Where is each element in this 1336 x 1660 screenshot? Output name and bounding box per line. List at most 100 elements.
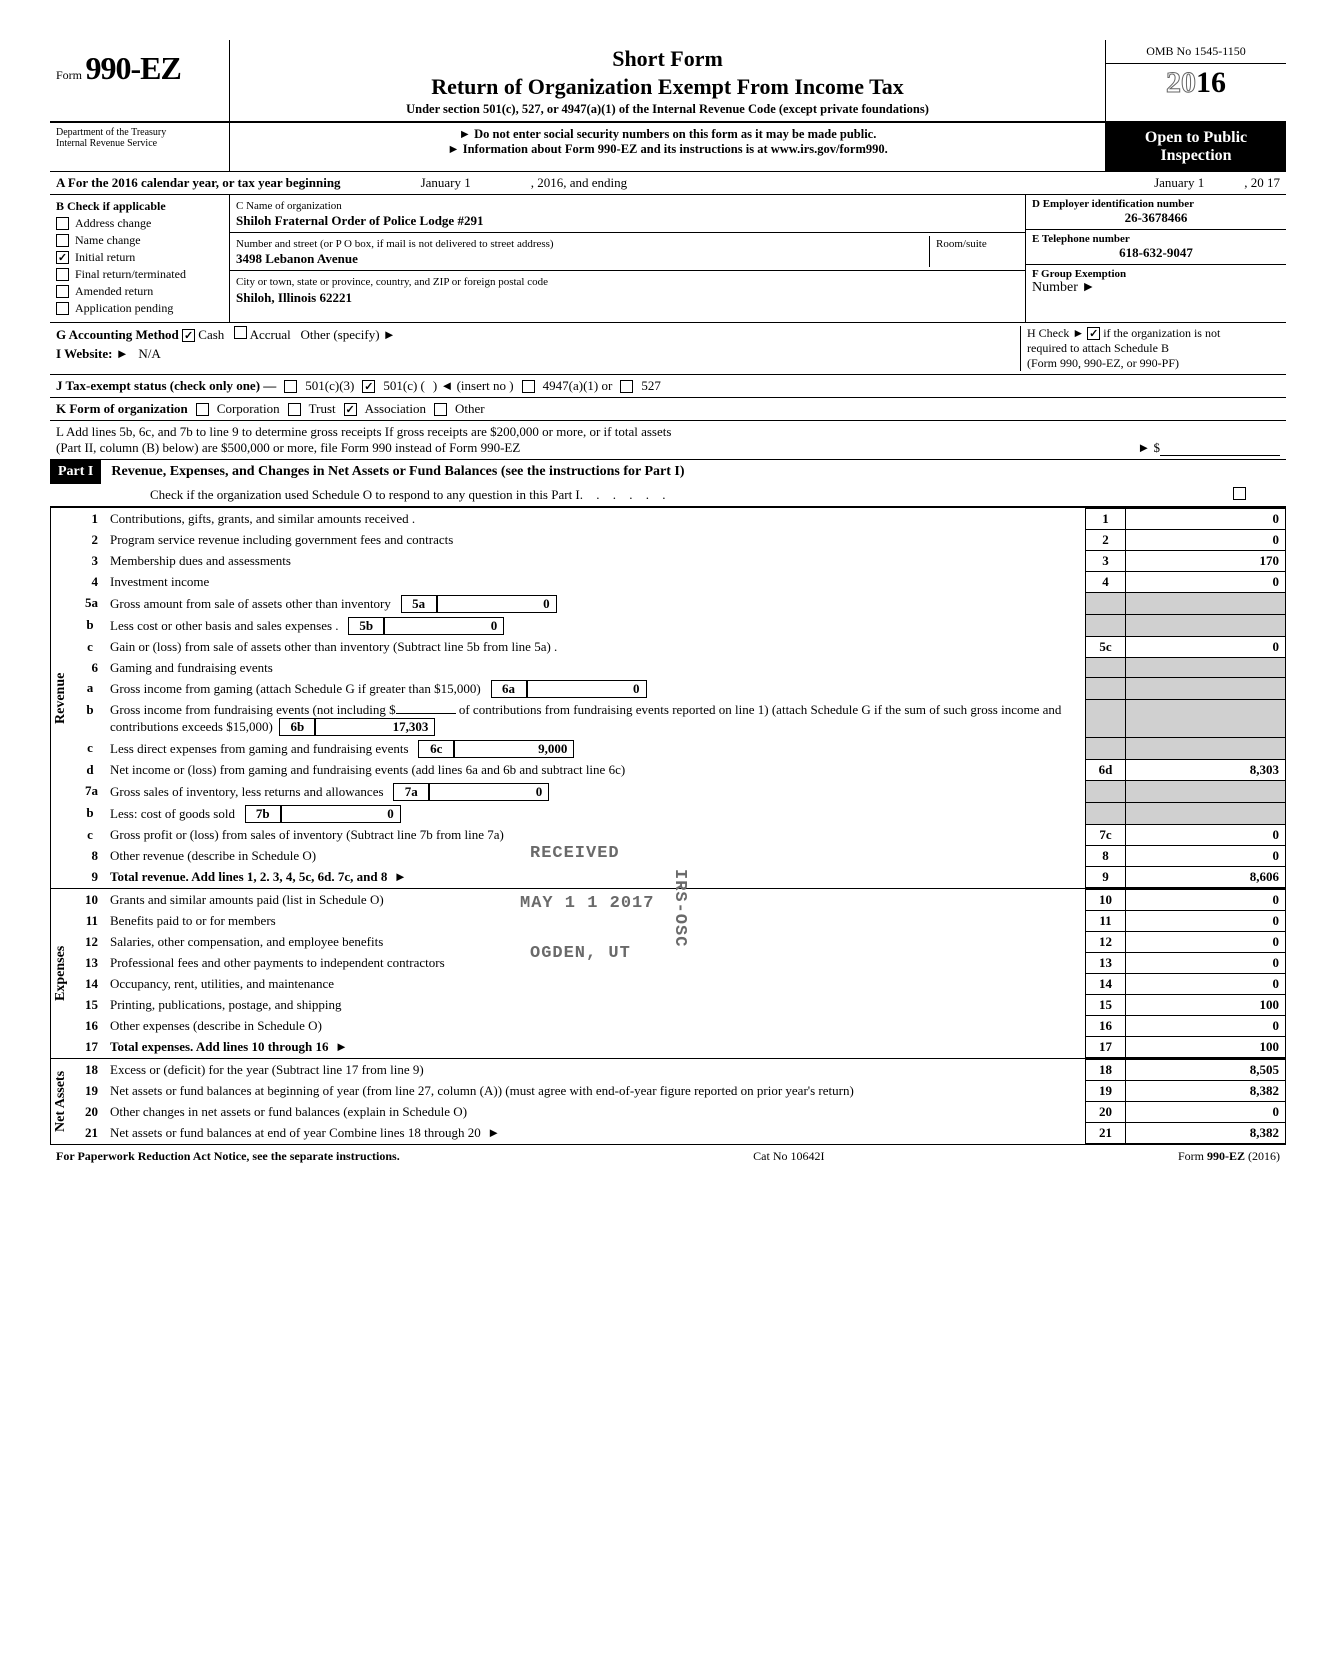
omb-number: OMB No 1545-1150 <box>1106 40 1286 64</box>
lt-4: Investment income <box>104 572 1086 593</box>
chk-schedule-o[interactable] <box>1233 487 1246 500</box>
ln-15: 15 <box>76 995 104 1016</box>
part1-title: Revenue, Expenses, and Changes in Net As… <box>111 460 684 484</box>
lc-7a-shade <box>1086 781 1126 803</box>
bcd-block: B Check if applicable Address change Nam… <box>50 195 1286 323</box>
chk-501c3[interactable] <box>284 380 297 393</box>
lc-1: 1 <box>1086 509 1126 530</box>
chk-corp[interactable] <box>196 403 209 416</box>
lbl-corp: Corporation <box>217 401 280 417</box>
ln-6d: d <box>76 760 104 781</box>
line-g-label: G Accounting Method <box>56 327 179 342</box>
chk-name-change[interactable] <box>56 234 69 247</box>
chk-initial-return[interactable]: ✓ <box>56 251 69 264</box>
lc-20: 20 <box>1086 1102 1126 1123</box>
lbl-527: 527 <box>641 378 661 394</box>
line-l-2: (Part II, column (B) below) are $500,000… <box>56 440 520 456</box>
lbl-initial-return: Initial return <box>75 250 135 265</box>
inspection: Inspection <box>1110 147 1282 165</box>
ln-6b: b <box>76 700 104 738</box>
lv-5c: 0 <box>1126 637 1286 658</box>
liv-7b: 0 <box>281 805 401 823</box>
lc-5c: 5c <box>1086 637 1126 658</box>
netassets-side-label: Net Assets <box>50 1059 76 1144</box>
chk-assoc[interactable]: ✓ <box>344 403 357 416</box>
chk-501c[interactable]: ✓ <box>362 380 375 393</box>
chk-trust[interactable] <box>288 403 301 416</box>
lv-15: 100 <box>1126 995 1286 1016</box>
lc-6-shade <box>1086 658 1126 678</box>
line-j-label: J Tax-exempt status (check only one) — <box>56 378 276 394</box>
part1-label: Part I <box>50 460 101 484</box>
lbl-insert-no: ) ◄ (insert no ) <box>433 378 514 394</box>
ln-14: 14 <box>76 974 104 995</box>
lc-5b-shade <box>1086 615 1126 637</box>
lt-16: Other expenses (describe in Schedule O) <box>104 1016 1086 1037</box>
lv-6a-shade <box>1126 678 1286 700</box>
stamp-received: RECEIVED <box>530 844 620 863</box>
chk-4947[interactable] <box>522 380 535 393</box>
ln-1: 1 <box>76 509 104 530</box>
ein-label: D Employer identification number <box>1032 198 1280 210</box>
lc-11: 11 <box>1086 911 1126 932</box>
footer-right: Form 990-EZ (2016) <box>1178 1149 1280 1164</box>
ln-6: 6 <box>76 658 104 678</box>
chk-schedule-b[interactable]: ✓ <box>1087 327 1100 340</box>
lbl-final-return: Final return/terminated <box>75 267 186 282</box>
lv-17: 100 <box>1126 1037 1286 1058</box>
lt-14: Occupancy, rent, utilities, and maintena… <box>104 974 1086 995</box>
line-l-amount <box>1160 440 1280 456</box>
lv-11: 0 <box>1126 911 1286 932</box>
lv-2: 0 <box>1126 530 1286 551</box>
ln-7c: c <box>76 825 104 846</box>
expenses-section: Expenses 10Grants and similar amounts pa… <box>50 888 1286 1058</box>
lv-4: 0 <box>1126 572 1286 593</box>
lbl-trust: Trust <box>309 401 336 417</box>
chk-other-org[interactable] <box>434 403 447 416</box>
revenue-side-label: Revenue <box>50 508 76 888</box>
chk-app-pending[interactable] <box>56 302 69 315</box>
lc-17: 17 <box>1086 1037 1126 1058</box>
ln-4: 4 <box>76 572 104 593</box>
chk-amended[interactable] <box>56 285 69 298</box>
form-number: 990-EZ <box>86 50 181 86</box>
line-k-label: K Form of organization <box>56 401 188 417</box>
lt-9: Total revenue. Add lines 1, 2. 3, 4, 5c,… <box>110 869 387 884</box>
org-name: Shiloh Fraternal Order of Police Lodge #… <box>236 213 483 228</box>
revenue-section: Revenue 1Contributions, gifts, grants, a… <box>50 507 1286 888</box>
lv-6c-shade <box>1126 738 1286 760</box>
ln-6c: c <box>76 738 104 760</box>
lc-7c: 7c <box>1086 825 1126 846</box>
chk-final-return[interactable] <box>56 268 69 281</box>
lbl-name-change: Name change <box>75 233 141 248</box>
lbl-accrual: Accrual <box>250 327 291 342</box>
ln-20: 20 <box>76 1102 104 1123</box>
lbl-cash: Cash <box>198 327 224 342</box>
stamp-date: MAY 1 1 2017 <box>520 894 654 913</box>
year-begin: January 1 <box>421 175 471 191</box>
irs-label: Internal Revenue Service <box>56 138 223 149</box>
chk-address-change[interactable] <box>56 217 69 230</box>
col-b-header: B Check if applicable <box>56 199 166 213</box>
lv-10: 0 <box>1126 890 1286 911</box>
chk-accrual[interactable] <box>234 326 247 339</box>
lt-15: Printing, publications, postage, and shi… <box>104 995 1086 1016</box>
chk-527[interactable] <box>620 380 633 393</box>
ln-3: 3 <box>76 551 104 572</box>
lv-8: 0 <box>1126 846 1286 867</box>
phone-value: 618-632-9047 <box>1032 245 1280 261</box>
lbl-other-method: Other (specify) ► <box>300 327 395 342</box>
lt-2: Program service revenue including govern… <box>104 530 1086 551</box>
header-right: OMB No 1545-1150 2016 <box>1106 40 1286 121</box>
lb-6a: 6a <box>491 680 527 698</box>
lt-5a: Gross amount from sale of assets other t… <box>110 596 391 611</box>
lbl-501c: 501(c) ( <box>383 378 425 394</box>
col-d: D Employer identification number 26-3678… <box>1026 195 1286 322</box>
lt-3: Membership dues and assessments <box>104 551 1086 572</box>
group-exempt-sub: Number ► <box>1032 280 1280 296</box>
chk-cash[interactable]: ✓ <box>182 329 195 342</box>
year-end: January 1 <box>1154 175 1204 191</box>
line-a: A For the 2016 calendar year, or tax yea… <box>50 172 1286 195</box>
lc-14: 14 <box>1086 974 1126 995</box>
lbl-4947: 4947(a)(1) or <box>543 378 613 394</box>
